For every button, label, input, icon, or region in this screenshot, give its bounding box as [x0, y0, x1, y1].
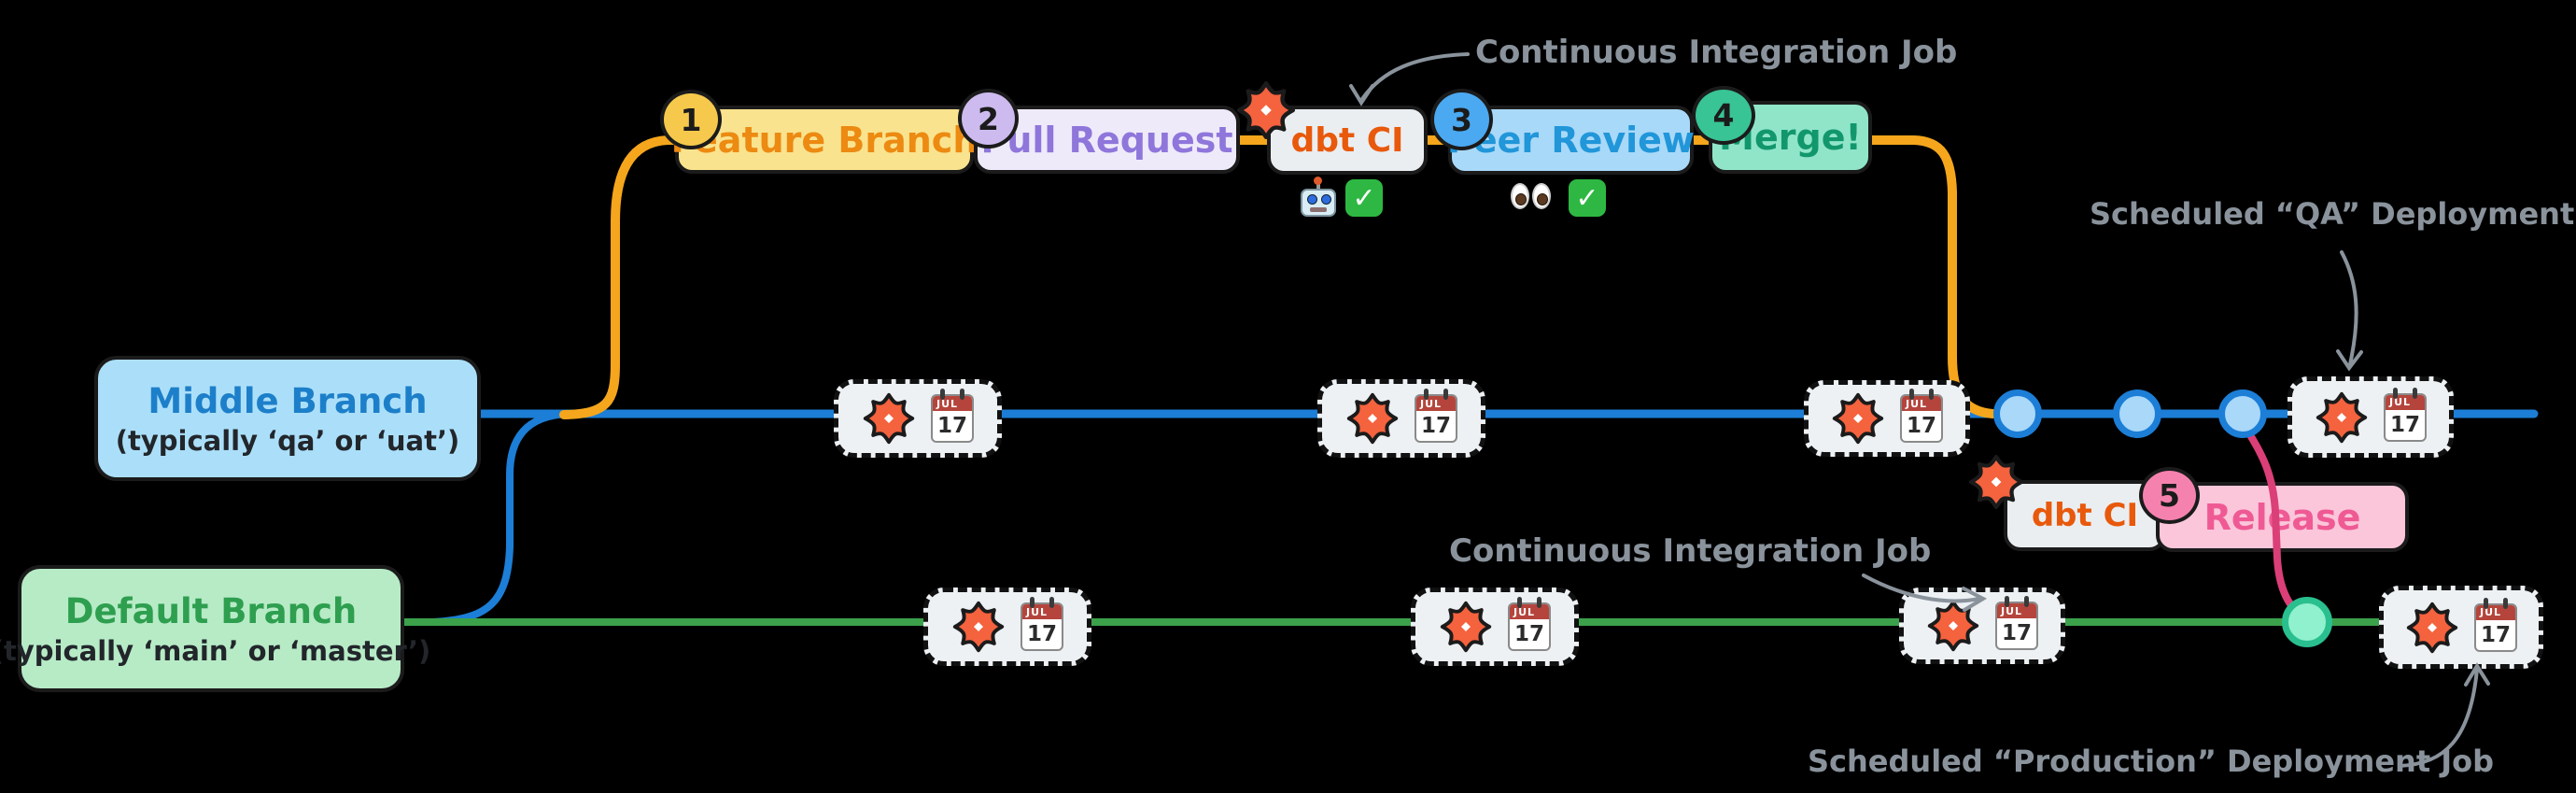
calendar-month: JUL: [2386, 394, 2425, 410]
check-icon: ✓: [1345, 179, 1383, 217]
step-2-badge: 2: [958, 89, 1019, 149]
robot-icon: [1298, 177, 1339, 217]
ci-top-arrow: [1349, 52, 1470, 106]
release-line: [2239, 418, 2307, 621]
check-glyph: ✓: [1575, 181, 1599, 215]
ci-bottom-arrow: [1862, 574, 1988, 612]
dbt-job-marker: JUL 17: [1804, 380, 1970, 457]
calendar-icon: JUL 17: [1415, 389, 1457, 443]
step-1-number: 1: [680, 101, 702, 138]
qa-deploy-annotation: Scheduled “QA” Deployment Job: [2090, 196, 2576, 232]
step-4-number: 4: [1712, 97, 1735, 134]
dbt-icon: [1440, 601, 1492, 653]
step-1-badge: 1: [660, 90, 722, 149]
check-icon: ✓: [1569, 179, 1606, 217]
calendar-month: JUL: [2476, 604, 2515, 620]
calendar-month: JUL: [1416, 396, 1456, 411]
release-commit-node: [2282, 597, 2332, 647]
eyes-icon: [1511, 183, 1551, 209]
calendar-icon: JUL 17: [2474, 597, 2517, 652]
calendar-month: JUL: [1510, 604, 1549, 619]
dbt-icon: [952, 601, 1005, 653]
qa-deploy-arrow: [2336, 250, 2363, 372]
feature-branch-step-label: Feature Branch: [670, 119, 978, 161]
calendar-icon: JUL 17: [1900, 389, 1943, 443]
dbt-icon: [863, 392, 915, 445]
step-5-number: 5: [2159, 477, 2180, 514]
ci-bottom-annotation: Continuous Integration Job: [1449, 532, 1932, 570]
feature-branch-line: [559, 135, 1997, 419]
calendar-day: 17: [936, 414, 967, 438]
middle-branch-subtitle: (typically ‘qa’ or ‘uat’): [115, 424, 460, 457]
step-3-badge: 3: [1430, 89, 1493, 150]
calendar-month: JUL: [1022, 604, 1062, 619]
default-branch-label: Default Branch (typically ‘main’ or ‘mas…: [0, 565, 430, 692]
calendar-day: 17: [1026, 622, 1057, 646]
dbt-icon: [2316, 391, 2368, 443]
default-branch-subtitle: (typically ‘main’ or ‘master’): [0, 634, 431, 667]
calendar-month: JUL: [933, 396, 972, 411]
dbt-job-marker: JUL 17: [834, 379, 1002, 458]
production-deploy-annotation: Scheduled “Production” Deployment Job: [1808, 743, 2495, 779]
dbt-icon: [1927, 600, 1979, 652]
dbt-icon: [1346, 392, 1399, 445]
calendar-icon: JUL 17: [1021, 597, 1063, 651]
dbt-job-marker-qa-deploy: JUL 17: [2287, 376, 2454, 458]
dbt-icon: [1236, 80, 1296, 140]
step-3-number: 3: [1451, 101, 1472, 138]
check-glyph: ✓: [1352, 181, 1376, 215]
release-step-label: Release: [2203, 496, 2361, 538]
step-2-number: 2: [978, 100, 999, 137]
dbt-icon: [2406, 602, 2458, 653]
calendar-day: 17: [2389, 412, 2420, 437]
step-4-badge: 4: [1692, 86, 1755, 145]
middle-branch-label: Middle Branch (typically ‘qa’ or ‘uat’): [94, 356, 481, 481]
commit-node: [1993, 389, 2042, 438]
calendar-month: JUL: [1902, 396, 1941, 411]
calendar-icon: JUL 17: [1995, 596, 2038, 650]
calendar-day: 17: [2001, 621, 2032, 645]
dbt-job-marker: JUL 17: [1411, 588, 1579, 666]
calendar-day: 17: [1906, 414, 1936, 438]
pull-request-step-label: Pull Request: [980, 119, 1233, 161]
dbt-job-marker: JUL 17: [923, 588, 1091, 666]
commit-node: [2218, 389, 2267, 438]
default-branch-title: Default Branch: [64, 590, 358, 631]
step-5-badge: 5: [2139, 467, 2200, 524]
production-deploy-arrow: [2398, 662, 2490, 768]
dbt-ci-release-label: dbt CI: [2031, 497, 2139, 534]
calendar-day: 17: [1420, 414, 1451, 438]
calendar-icon: JUL 17: [2384, 387, 2427, 442]
commit-node: [2113, 389, 2161, 438]
dbt-icon: [1832, 392, 1884, 445]
calendar-icon: JUL 17: [931, 389, 974, 443]
dbt-job-marker-production-deploy: JUL 17: [2379, 586, 2543, 669]
dbt-icon: [1968, 454, 2024, 510]
dbt-job-marker: JUL 17: [1317, 379, 1485, 458]
calendar-icon: JUL 17: [1508, 597, 1551, 651]
dbt-ci-step-label: dbt CI: [1290, 120, 1404, 160]
calendar-day: 17: [1513, 622, 1544, 646]
middle-branch-title: Middle Branch: [148, 380, 428, 421]
ci-top-annotation: Continuous Integration Job: [1475, 34, 1958, 71]
calendar-month: JUL: [1997, 603, 2036, 618]
calendar-day: 17: [2480, 622, 2511, 647]
dbt-ci-step: dbt CI: [1267, 106, 1428, 175]
middle-branch-fork-curve: [429, 410, 571, 626]
